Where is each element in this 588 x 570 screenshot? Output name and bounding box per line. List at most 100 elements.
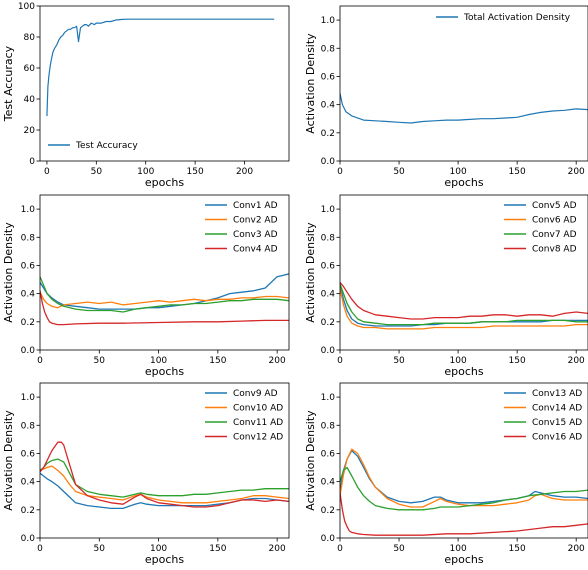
x-tick-label: 200 [236,167,253,177]
series-line-4-3 [40,441,289,508]
y-axis-label: Activation Density [2,222,15,323]
x-tick-label: 100 [150,356,167,366]
y-tick-label: 0.0 [21,346,36,356]
y-tick-label: 0.2 [321,318,335,328]
y-tick-label: 0.6 [21,261,36,271]
y-tick-label: 0.8 [321,44,336,54]
chart-panel-1: 0 50 100 150 200 0.0 0.2 0.4 0.6 0.8 1.0 epochs Acti… [304,5,588,189]
x-tick-label: 0 [37,544,43,554]
legend: Conv13 AD Conv14 AD Conv15 AD Conv16 AD [504,389,582,443]
legend-label: Total Activation Density [463,13,571,23]
series-line-5-3 [340,492,588,536]
y-tick-label: 0.6 [321,261,336,271]
x-tick-label: 0 [337,167,343,177]
chart-panel-4: 0 50 100 150 200 0.0 0.2 0.4 0.6 0.8 1.0 epochs Acti… [2,382,290,566]
legend-label: Conv12 AD [233,433,283,443]
legend: Test Accuracy [48,141,138,151]
y-tick-label: 20 [24,126,36,136]
x-tick-label: 50 [393,356,405,366]
y-tick-label: 0.0 [321,534,336,544]
x-tick-label: 200 [568,544,585,554]
series-line-5-2 [340,466,588,511]
x-tick-label: 0 [37,356,43,366]
y-tick-label: 0.8 [21,421,36,431]
x-tick-label: 100 [450,167,467,177]
series-line-4-1 [40,465,289,504]
y-axis-label: Activation Density [304,33,317,134]
x-tick-label: 0 [44,167,50,177]
series-line-1-0 [340,93,588,124]
series-line-2-1 [40,291,289,309]
y-tick-label: 0.2 [321,129,335,139]
plot-frame [339,194,588,351]
x-tick-label: 50 [393,544,405,554]
y-tick-label: 100 [18,2,35,12]
y-tick-label: 40 [24,95,36,105]
legend-label: Conv8 AD [532,245,577,255]
y-tick-label: 1.0 [321,393,336,403]
y-axis-label: Activation Density [2,410,15,511]
y-axis-label: Test Accuracy [2,45,15,122]
y-tick-label: 0.0 [21,534,36,544]
series-line-3-1 [340,287,588,330]
legend-label: Conv2 AD [233,216,278,226]
plot-frame [39,382,290,539]
series-line-0-0 [46,18,275,117]
series-line-5-1 [340,448,588,508]
y-tick-label: 0.4 [21,478,36,488]
y-tick-label: 80 [24,33,36,43]
y-tick-label: 0.8 [21,233,36,243]
x-tick-label: 150 [509,167,526,177]
series-line-5-0 [340,449,588,504]
y-axis-label: Activation Density [304,222,317,323]
y-axis-label: Activation Density [304,410,317,511]
x-axis-label: epochs [444,553,483,566]
x-tick-label: 150 [509,544,526,554]
x-axis-label: epochs [444,176,483,189]
x-axis-label: epochs [444,365,483,378]
y-tick-label: 0.8 [321,233,336,243]
x-tick-label: 200 [568,356,585,366]
chart-panel-3: 0 50 100 150 200 0.0 0.2 0.4 0.6 0.8 1.0 epochs Acti… [304,194,588,378]
legend-label: Conv6 AD [532,216,577,226]
legend-label: Conv16 AD [532,433,582,443]
legend-label: Conv10 AD [233,404,283,414]
series-line-2-2 [40,276,289,313]
y-tick-label: 0.6 [21,449,36,459]
x-axis-label: epochs [145,365,184,378]
y-tick-label: 1.0 [321,205,336,215]
x-axis-label: epochs [145,553,184,566]
x-tick-label: 50 [94,544,106,554]
y-tick-label: 0.4 [321,478,336,488]
legend: Conv5 AD Conv6 AD Conv7 AD Conv8 AD [504,201,577,255]
legend-label: Conv14 AD [532,404,582,414]
legend: Total Activation Density [436,13,571,23]
y-tick-label: 0.6 [321,72,336,82]
x-tick-label: 200 [269,356,286,366]
legend-label: Test Accuracy [75,141,138,151]
y-tick-label: 0.0 [321,157,336,167]
legend-label: Conv1 AD [233,201,278,211]
chart-panel-2: 0 50 100 150 200 0.0 0.2 0.4 0.6 0.8 1.0 epochs Acti… [2,194,290,378]
x-tick-label: 200 [568,167,585,177]
series-line-4-2 [40,458,289,498]
series-line-3-2 [340,283,588,326]
y-tick-label: 0.6 [321,449,336,459]
x-tick-label: 150 [509,356,526,366]
y-tick-label: 0.4 [321,290,336,300]
plot-frame [339,382,588,539]
legend-label: Conv13 AD [532,389,582,399]
x-tick-label: 100 [450,544,467,554]
y-tick-label: 0.2 [321,506,335,516]
x-tick-label: 0 [337,356,343,366]
y-tick-label: 0.4 [321,101,336,111]
x-axis-label: epochs [145,176,184,189]
legend-label: Conv15 AD [532,418,582,428]
legend-label: Conv9 AD [233,389,278,399]
y-tick-label: 0.4 [21,290,36,300]
legend-label: Conv4 AD [233,245,278,255]
legend-label: Conv3 AD [233,230,278,240]
legend-label: Conv5 AD [532,201,577,211]
y-tick-label: 1.0 [321,16,336,26]
series-line-2-3 [40,290,289,326]
